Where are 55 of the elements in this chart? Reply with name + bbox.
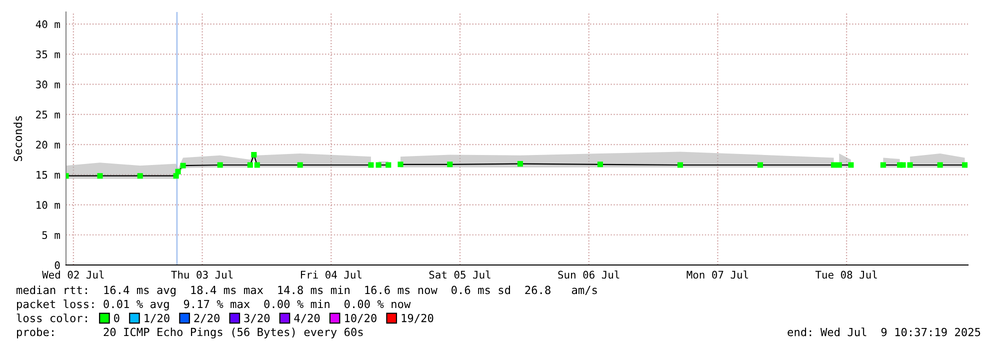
text: probe: 20 ICMP Echo Pings (56 Bytes) every 60s — [17, 328, 363, 338]
point — [757, 162, 763, 168]
x-tick-label: Sun 06 Jul — [558, 270, 620, 279]
legend-label: 1/20 — [144, 314, 170, 324]
point — [368, 162, 374, 168]
point — [900, 162, 906, 168]
point — [447, 162, 453, 168]
point — [217, 162, 223, 168]
point — [937, 162, 943, 168]
y-tick-label: 30 m — [36, 80, 60, 88]
y-tick-label: 5 m — [42, 231, 60, 240]
point — [962, 162, 968, 168]
y-tick-label: 15 m — [36, 171, 60, 179]
point — [97, 173, 103, 179]
y-tick-label: 25 m — [36, 110, 60, 119]
x-tick-label: Wed 02 Jul — [42, 270, 104, 279]
point — [517, 161, 523, 167]
point — [830, 162, 837, 168]
point — [254, 162, 260, 168]
legend-label: 0 — [114, 314, 120, 322]
legend-label: 10/20 — [345, 314, 376, 324]
point — [907, 162, 913, 168]
x-tick-label: Mon 07 Jul — [686, 270, 748, 279]
y-tick-label: 20 m — [36, 140, 60, 149]
point — [880, 162, 886, 168]
point — [848, 162, 854, 168]
point — [836, 162, 842, 168]
point — [677, 162, 683, 168]
text: packet loss: 0.01 % avg 9.17 % max 0.00 % min 0.00 % now — [17, 300, 411, 310]
y-axis-title: Seconds — [13, 116, 22, 162]
point — [597, 162, 603, 168]
legend-label: 3/20 — [244, 314, 270, 324]
point — [376, 162, 382, 168]
point — [180, 162, 186, 168]
point — [251, 152, 257, 158]
legend-title: loss color: — [16, 314, 87, 322]
x-tick-label: Tue 08 Jul — [815, 270, 877, 279]
point — [297, 162, 303, 168]
point — [386, 162, 392, 168]
text: end: Wed Jul 9 10:37:19 2025 — [788, 328, 980, 336]
x-tick-label: Thu 03 Jul — [171, 270, 233, 279]
legend-label: 19/20 — [402, 314, 434, 324]
text: median rtt: 16.4 ms avg 18.4 ms max 14.8 ms min 16.6 ms now 0.6 ms sd 26.8 am/s — [16, 286, 597, 296]
x-tick-label: Sat 05 Jul — [429, 270, 490, 279]
point — [175, 168, 181, 174]
point — [247, 162, 253, 168]
x-tick-label: Fri 04 Jul — [300, 270, 362, 279]
legend-label: 4/20 — [294, 314, 320, 324]
y-tick-label: 0 — [54, 261, 60, 270]
point — [398, 162, 404, 168]
y-tick-label: 10 m — [36, 201, 60, 209]
y-tick-label: 35 m — [36, 50, 60, 58]
legend-label: 2/20 — [194, 314, 220, 324]
point — [137, 173, 143, 179]
y-tick-label: 40 m — [36, 20, 60, 28]
